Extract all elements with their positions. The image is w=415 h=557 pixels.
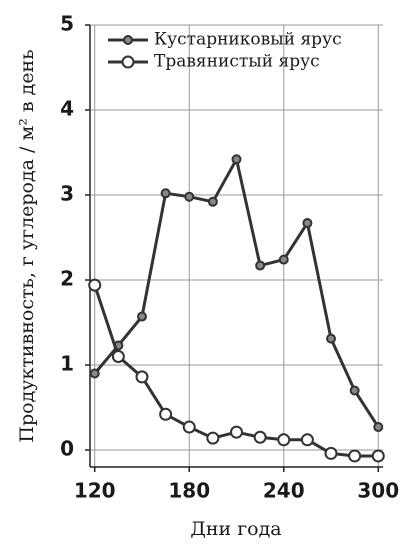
legend-label: Травянистый ярус — [154, 52, 320, 72]
x-tick-label: 180 — [168, 479, 210, 503]
y-axis-label: Продуктивность, г углерода / м² в день — [16, 49, 38, 442]
legend-marker — [121, 55, 135, 69]
point — [255, 260, 266, 271]
point — [160, 188, 171, 199]
point — [184, 191, 195, 202]
legend-label: Кустарниковый ярус — [154, 30, 342, 50]
x-axis-label: Дни года — [190, 518, 281, 540]
point — [136, 311, 147, 322]
point — [326, 333, 337, 344]
point — [89, 368, 100, 379]
point — [231, 154, 242, 165]
y-tick-label: 5 — [60, 12, 74, 36]
y-tick-label: 4 — [60, 97, 74, 121]
point — [159, 407, 173, 421]
y-tick-label: 1 — [60, 352, 74, 376]
point — [349, 385, 360, 396]
point — [206, 431, 220, 445]
point — [348, 449, 362, 463]
x-tick-label: 120 — [74, 479, 116, 503]
y-tick-label: 3 — [60, 182, 74, 206]
point — [277, 433, 291, 447]
point — [207, 196, 218, 207]
x-tick-label: 240 — [263, 479, 305, 503]
x-tick-label: 300 — [357, 479, 399, 503]
point — [135, 370, 149, 384]
point — [182, 420, 196, 434]
y-tick-label: 0 — [60, 437, 74, 461]
point — [278, 254, 289, 265]
point — [230, 425, 243, 439]
point — [324, 446, 338, 460]
point — [371, 449, 385, 463]
point — [373, 422, 384, 433]
point — [300, 433, 314, 447]
point — [253, 430, 267, 444]
legend-marker — [123, 35, 133, 45]
y-tick-label: 2 — [60, 267, 74, 291]
point — [88, 278, 102, 292]
point — [302, 218, 313, 229]
point — [111, 350, 125, 363]
series-line — [93, 155, 380, 428]
